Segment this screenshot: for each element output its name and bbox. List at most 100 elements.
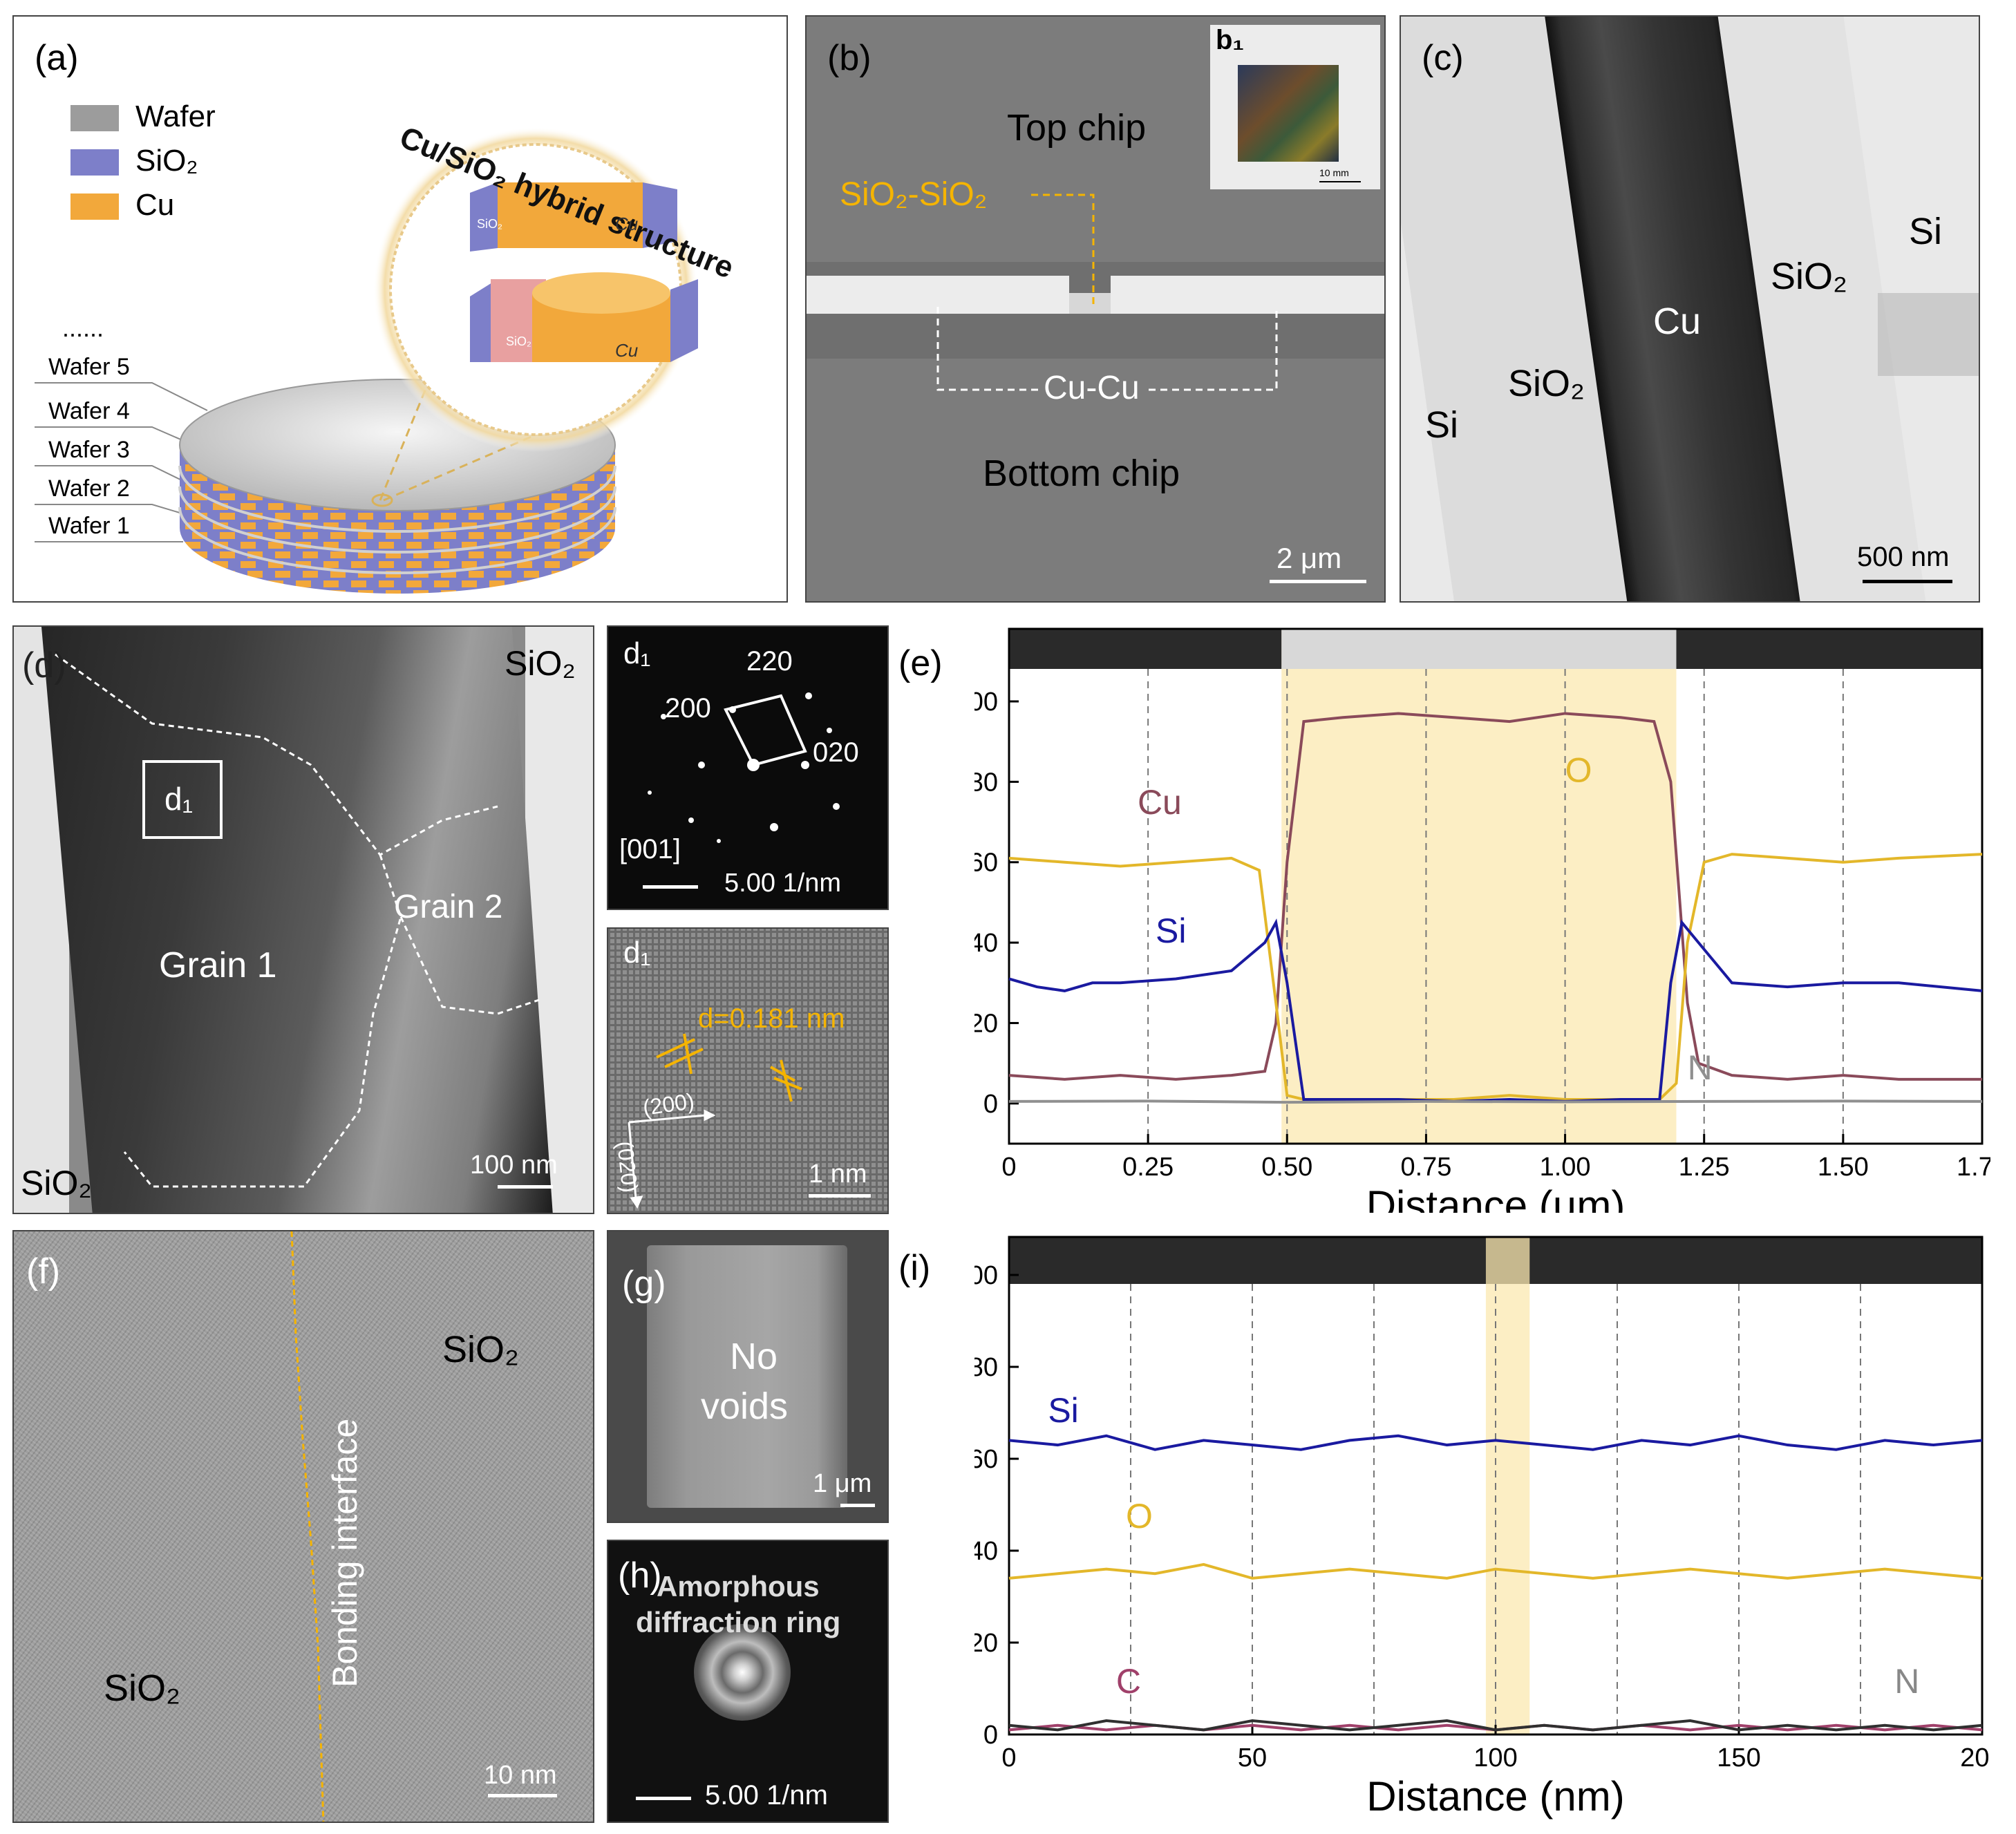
d-spacing-label: d=0.181 nm bbox=[698, 1003, 845, 1034]
grain-boundaries bbox=[55, 653, 540, 1188]
panel-c-scale-text: 500 nm bbox=[1857, 542, 1950, 572]
series-si-label: Si bbox=[1156, 911, 1186, 950]
panel-d1-saed: d₁ 220 200 020 [001] 5.00 1/nm bbox=[607, 625, 889, 910]
d1-hrtem-label: d₁ bbox=[623, 936, 651, 970]
amorphous-label-line2: diffraction ring bbox=[636, 1606, 841, 1638]
linescan-bright-segment bbox=[1281, 629, 1677, 669]
panel-h: (h) Amorphous diffraction ring 5.00 1/nm bbox=[607, 1540, 889, 1823]
inset-cu-top: Cu bbox=[615, 214, 639, 234]
panel-f-label: (f) bbox=[26, 1251, 61, 1292]
panel-h-scale-bar bbox=[636, 1797, 691, 1800]
saed-scale-text: 5.00 1/nm bbox=[724, 869, 841, 898]
legend-sio2-label: SiO₂ bbox=[135, 144, 198, 178]
si-layer-right-shade bbox=[1878, 293, 1979, 376]
panel-h-scale-text: 5.00 1/nm bbox=[705, 1780, 828, 1811]
sio2-sio2-label: SiO₂-SiO₂ bbox=[840, 176, 988, 213]
saed-index-200: 200 bbox=[665, 693, 711, 724]
panel-c-label: (c) bbox=[1422, 38, 1464, 78]
wafer-3-label: Wafer 3 bbox=[48, 437, 130, 463]
d1-saed-label: d₁ bbox=[623, 636, 651, 670]
x-tick-label: 1.25 bbox=[1679, 1153, 1730, 1182]
panel-a-label: (a) bbox=[35, 38, 79, 78]
panel-f: (f) SiO₂ SiO₂ Bonding interface 10 nm bbox=[12, 1230, 594, 1823]
panel-f-scale-bar bbox=[488, 1794, 557, 1797]
x-tick-label: 1.75 bbox=[1957, 1153, 1990, 1182]
x-tick-label: 50 bbox=[1238, 1743, 1267, 1772]
panel-d-scale-text: 100 nm bbox=[470, 1151, 558, 1180]
series-o-label: Cu bbox=[1138, 783, 1182, 822]
top-chip-label: Top chip bbox=[1007, 107, 1147, 149]
wafer-photo-inset: 10 mm bbox=[1210, 25, 1380, 189]
legend-wafer-swatch bbox=[70, 105, 119, 131]
saed-pattern bbox=[648, 692, 840, 843]
x-tick-label: 1.50 bbox=[1818, 1153, 1869, 1182]
bonding-interface-label: Bonding interface bbox=[326, 1418, 364, 1688]
inset-cu-bottom: Cu bbox=[615, 340, 639, 361]
cu-pad-right bbox=[1111, 276, 1384, 314]
series-n-line bbox=[1008, 1099, 1983, 1104]
grain-1-label: Grain 1 bbox=[159, 945, 277, 985]
series-c-label: C bbox=[1116, 1662, 1141, 1701]
bottom-chip-label: Bottom chip bbox=[983, 453, 1180, 494]
inset-scale-text: 10 mm bbox=[1319, 167, 1349, 178]
highlight-band bbox=[1281, 629, 1677, 1144]
y-tick-label: 60 bbox=[974, 849, 998, 878]
hrtem-scale-text: 1 nm bbox=[809, 1160, 867, 1189]
grain-2-label: Grain 2 bbox=[394, 889, 503, 925]
legend-cu-swatch bbox=[70, 193, 119, 220]
si-right-label: Si bbox=[1909, 211, 1943, 252]
si-left-label: Si bbox=[1425, 404, 1459, 446]
panel-i-label: (i) bbox=[898, 1248, 931, 1288]
saed-index-220: 220 bbox=[746, 646, 793, 677]
y-tick-label: 40 bbox=[974, 929, 998, 958]
sio2-top-right-label: SiO₂ bbox=[505, 644, 576, 683]
panel-d-scale-bar bbox=[498, 1185, 553, 1189]
highlight-band bbox=[1485, 1237, 1530, 1734]
y-tick-label: 100 bbox=[974, 688, 998, 717]
saed-index-020: 020 bbox=[813, 737, 859, 768]
panel-g-scale-bar bbox=[840, 1504, 875, 1507]
saed-scale-bar bbox=[643, 885, 698, 889]
sio2-right-label: SiO₂ bbox=[1771, 256, 1847, 297]
series-o-line bbox=[1008, 853, 1983, 1101]
panel-g-scale-text: 1 μm bbox=[813, 1469, 872, 1498]
x-tick-label: 100 bbox=[1473, 1743, 1517, 1772]
inset-sio2-top: SiO₂ bbox=[477, 217, 502, 231]
panel-c: (c) Si SiO₂ Cu SiO₂ Si 500 nm bbox=[1400, 15, 1980, 603]
wafer-dots: ...... bbox=[62, 314, 104, 342]
x-tick-label: 200 bbox=[1960, 1743, 1990, 1772]
saed-zone-axis: [001] bbox=[619, 834, 681, 864]
inset-sio2-bottom: SiO₂ bbox=[506, 334, 531, 348]
wafer-2-label: Wafer 2 bbox=[48, 475, 130, 502]
plot-frame bbox=[1008, 627, 1984, 1145]
panel-c-scale-bar bbox=[1863, 580, 1952, 583]
series-si-label: Si bbox=[1048, 1391, 1078, 1430]
x-axis-label: Distance (nm) bbox=[1366, 1773, 1624, 1819]
diffraction-ring bbox=[694, 1624, 791, 1721]
wafer-1-label: Wafer 1 bbox=[48, 513, 130, 539]
panel-d-label: (d) bbox=[22, 645, 66, 686]
chart-e: 0 0.25 0.50 0.75 1.00 1.25 1.50 1.75 0 20 40 60 80 10… bbox=[974, 627, 1990, 1213]
x-axis-label: Distance (μm) bbox=[1366, 1182, 1626, 1213]
sio2-bottom-left-label: SiO₂ bbox=[21, 1164, 92, 1202]
cu-cu-label: Cu-Cu bbox=[1038, 369, 1145, 407]
legend-sio2-swatch bbox=[70, 149, 119, 176]
panel-e-label: (e) bbox=[898, 643, 943, 683]
chip-photo bbox=[1238, 65, 1339, 162]
x-tick-label: 0.25 bbox=[1122, 1153, 1174, 1182]
wafer-stack-diagram bbox=[35, 127, 698, 594]
panel-h-label: (h) bbox=[618, 1556, 662, 1596]
hrtem-scale-bar bbox=[809, 1194, 871, 1198]
plane-020-label: (020) bbox=[612, 1140, 643, 1194]
panel-b-label: (b) bbox=[827, 38, 872, 78]
y-tick-label: 40 bbox=[974, 1537, 998, 1566]
x-tick-label: 150 bbox=[1717, 1743, 1760, 1772]
y-tick-label: 20 bbox=[974, 1629, 998, 1658]
legend-wafer-label: Wafer bbox=[135, 100, 216, 133]
wafer-5-label: Wafer 5 bbox=[48, 354, 130, 380]
panel-d: (d) SiO₂ d₁ Grain 1 Grain 2 SiO₂ 100 nm bbox=[12, 625, 594, 1214]
x-tick-label: 0.75 bbox=[1400, 1153, 1451, 1182]
no-voids-line1: No bbox=[730, 1336, 778, 1377]
inset-scale-bar bbox=[1319, 181, 1361, 182]
panel-g: (g) No voids 1 μm bbox=[607, 1230, 889, 1523]
